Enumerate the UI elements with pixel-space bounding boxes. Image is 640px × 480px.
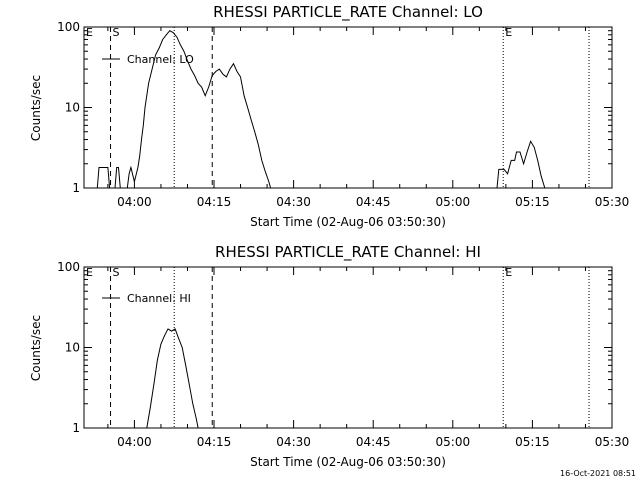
- event-marker-label: E: [86, 266, 93, 279]
- chart-panel-lo: RHESSI PARTICLE_RATE Channel: LO Start T…: [29, 3, 629, 229]
- x-tick-label: 05:30: [595, 435, 630, 449]
- event-marker-label: S: [113, 26, 120, 39]
- event-marker-label: E: [86, 26, 93, 39]
- y-tick-label: 100: [57, 20, 80, 34]
- x-tick-label: 05:15: [515, 195, 550, 209]
- legend-label: Channel: LO: [127, 53, 194, 66]
- y-tick-label: 100: [57, 260, 80, 274]
- x-tick-label: 04:15: [197, 435, 232, 449]
- event-marker-label: S: [113, 266, 120, 279]
- x-tick-label: 04:15: [197, 195, 232, 209]
- x-tick-label: 05:15: [515, 435, 550, 449]
- x-tick-label: 04:45: [356, 435, 391, 449]
- chart-marks: 04:00 04:15 04:30 04:45 05:00 05:15 05:30 1 10 10…: [57, 260, 629, 449]
- series-line: [496, 140, 546, 189]
- event-marker-label: E: [505, 26, 512, 39]
- series-line: [96, 30, 272, 189]
- footer-timestamp: 16-Oct-2021 08:51: [560, 469, 636, 478]
- x-tick-label: 04:30: [276, 195, 311, 209]
- x-axis-label: Start Time (02-Aug-06 03:50:30): [250, 215, 446, 229]
- x-tick-label: 04:30: [276, 435, 311, 449]
- x-tick-label: 04:00: [117, 195, 152, 209]
- chart-title: RHESSI PARTICLE_RATE Channel: LO: [213, 3, 483, 22]
- y-tick-label: 10: [65, 341, 80, 355]
- chart-title: RHESSI PARTICLE_RATE Channel: HI: [215, 243, 481, 262]
- y-tick-label: 10: [65, 101, 80, 115]
- x-tick-label: 04:45: [356, 195, 391, 209]
- y-axis-label: Counts/sec: [29, 315, 43, 381]
- y-axis-label: Counts/sec: [29, 75, 43, 141]
- x-axis-label: Start Time (02-Aug-06 03:50:30): [250, 455, 446, 469]
- event-marker-label: E: [505, 266, 512, 279]
- x-tick-label: 05:00: [436, 195, 471, 209]
- x-tick-label: 05:30: [595, 195, 630, 209]
- chart-panel-hi: RHESSI PARTICLE_RATE Channel: HI Start T…: [29, 243, 629, 469]
- x-tick-label: 04:00: [117, 435, 152, 449]
- y-tick-label: 1: [72, 421, 80, 435]
- x-tick-label: 05:00: [436, 435, 471, 449]
- legend-label: Channel: HI: [127, 292, 191, 305]
- chart-marks: 04:00 04:15 04:30 04:45 05:00 05:15 05:30 1 10 10…: [57, 20, 629, 209]
- series-line: [146, 328, 199, 429]
- y-tick-label: 1: [72, 181, 80, 195]
